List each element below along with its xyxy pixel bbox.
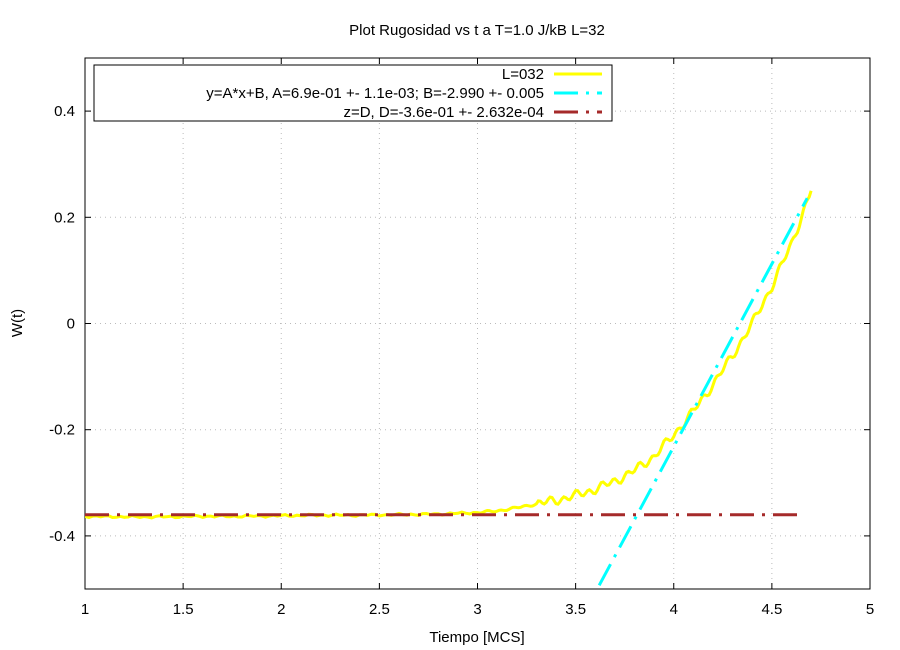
- x-tick-label: 3.5: [565, 601, 586, 618]
- x-tick-label: 3: [473, 601, 481, 618]
- legend-box: [93, 64, 613, 122]
- x-tick-label: 4.5: [761, 601, 782, 618]
- y-tick-label: 0: [67, 316, 75, 333]
- x-tick-label: 1.5: [173, 601, 194, 618]
- series-line-1: [85, 190, 813, 520]
- x-tick-label: 2.5: [369, 601, 390, 618]
- axis-ticks: 1 1.5 2 2.5 3 3.5 4 4.5 5 -0.4 -0.2 0 0.2 0.4: [49, 58, 874, 618]
- x-tick-label: 5: [866, 601, 874, 618]
- y-tick-label: 0.4: [54, 103, 75, 120]
- x-tick-label: 2: [277, 601, 285, 618]
- y-tick-label: -0.2: [49, 422, 75, 439]
- legend: L=032 y=A*x+B, A=6.9e-01 +- 1.1e-03; B=-…: [93, 64, 613, 122]
- x-tick-label: 4: [670, 601, 678, 618]
- x-axis-label: Tiempo [MCS]: [429, 629, 524, 646]
- y-axis-label: W(t): [9, 309, 26, 337]
- legend-label-series-2: y=A*x+B, A=6.9e-01 +- 1.1e-03; B=-2.990 …: [206, 85, 544, 102]
- y-tick-label: 0.2: [54, 209, 75, 226]
- y-tick-label: -0.4: [49, 528, 75, 545]
- legend-label-series-3: z=D, D=-3.6e-01 +- 2.632e-04: [343, 104, 544, 121]
- series-line-2: [597, 197, 809, 587]
- x-tick-label: 1: [81, 601, 89, 618]
- chart-title: Plot Rugosidad vs t a T=1.0 J/kB L=32: [349, 22, 605, 39]
- series-group: [85, 190, 813, 587]
- legend-label-series-1: L=032: [502, 66, 544, 83]
